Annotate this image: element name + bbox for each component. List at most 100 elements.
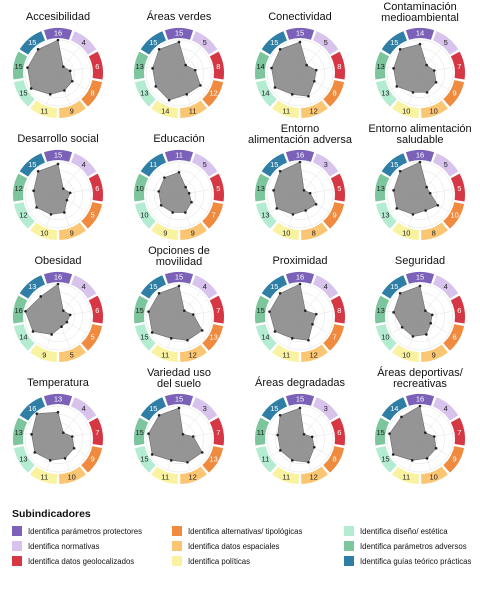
ring-segment-identifica-politicas	[392, 222, 419, 240]
data-point	[157, 414, 161, 417]
data-label: 16	[296, 273, 304, 282]
data-point	[150, 331, 154, 334]
data-point	[183, 309, 186, 312]
data-label: 6	[95, 62, 99, 71]
data-point	[290, 459, 294, 462]
data-point	[398, 170, 402, 173]
data-point	[187, 191, 191, 195]
ring-segment-identifica-parametros-adversos	[134, 51, 149, 80]
ring-segment-identifica-politicas	[272, 222, 299, 240]
ring-segment-identifica-alternativas-tipologicas	[202, 324, 224, 351]
data-point	[56, 282, 60, 286]
data-point	[278, 414, 282, 417]
legend-label: Identifica políticas	[188, 556, 250, 566]
data-label: 13	[54, 395, 62, 404]
data-label: 5	[457, 184, 461, 193]
ring-segment-identifica-normativas	[432, 153, 459, 177]
legend-label: Identifica diseño/ estética	[360, 526, 448, 536]
ring-segment-identifica-parametros-adversos	[13, 173, 28, 202]
data-point	[48, 459, 52, 462]
data-label: 11	[282, 472, 290, 481]
ring-segment-identifica-alternativas-tipologicas	[81, 202, 103, 229]
data-label: 13	[209, 333, 217, 342]
ring-segment-identifica-alternativas-tipologicas	[323, 324, 345, 351]
data-point	[72, 446, 76, 450]
ring-segment-identifica-diseno-estetica	[134, 80, 156, 107]
ring-segment-identifica-parametros-adversos	[375, 417, 390, 446]
ring-segment-identifica-datos-espaciales	[180, 222, 207, 240]
data-label: 8	[333, 455, 337, 464]
data-label: 5	[444, 38, 448, 47]
ring-segment-identifica-guias-teorico-practicas	[261, 275, 288, 299]
ring-segment-identifica-guias-teorico-practicas	[381, 153, 408, 177]
data-label: 15	[54, 151, 62, 160]
data-label: 5	[444, 160, 448, 169]
ring-segment-identifica-diseno-estetica	[255, 80, 277, 107]
data-label: 14	[261, 89, 269, 98]
ring-segment-identifica-parametros-protectores	[285, 149, 315, 162]
ring-segment-identifica-diseno-estetica	[13, 80, 35, 107]
ring-segment-identifica-alternativas-tipologicas	[323, 446, 345, 473]
legend-swatch	[172, 541, 182, 551]
ring-segment-identifica-parametros-protectores	[164, 393, 194, 406]
ring-segment-identifica-normativas	[70, 275, 97, 299]
data-label: 14	[261, 333, 269, 342]
ring-segment-identifica-guias-teorico-practicas	[140, 31, 167, 55]
data-point	[151, 67, 154, 70]
data-point	[200, 451, 204, 454]
legend-swatch	[172, 556, 182, 566]
ring-segment-identifica-parametros-adversos	[134, 173, 149, 202]
ring-segment-identifica-diseno-estetica	[255, 202, 277, 229]
ring-segment-identifica-guias-teorico-practicas	[19, 31, 46, 55]
chart-title: Áreas deportivas/recreativas	[377, 366, 464, 390]
data-point	[65, 198, 69, 202]
radar-chart-areas-degradadas: Áreas degradadas 15 3 6 8 12 11 11 11 15	[255, 376, 345, 484]
data-label: 15	[390, 38, 398, 47]
chart-title: Contaminación medioambiental	[381, 1, 459, 24]
ring-segment-identifica-datos-espaciales	[180, 100, 207, 118]
ring-segment-identifica-politicas	[151, 100, 178, 118]
ring-segment-identifica-normativas	[432, 275, 459, 299]
ring-segment-identifica-normativas	[432, 31, 459, 55]
legend-title: Subindicadores	[12, 508, 91, 520]
ring-segment-identifica-datos-espaciales	[59, 222, 86, 240]
ring-segment-identifica-guias-teorico-practicas	[261, 31, 288, 55]
radar-chart-contaminacion-medioambiental: Contaminación medioambiental 14 5 7 9 10 10 13 13…	[375, 1, 465, 118]
ring-segment-identifica-datos-geolocalizados	[450, 417, 465, 446]
ring-segment-identifica-politicas	[272, 344, 299, 362]
radar-chart-desarrollo-social: Desarrollo social 15 4 6 5 9 10 12 12 15	[13, 133, 103, 240]
legend-label: Identifica guías teórico prácticas	[360, 556, 472, 566]
data-point	[424, 431, 427, 434]
data-point	[184, 185, 187, 189]
ring-segment-identifica-parametros-protectores	[285, 271, 315, 284]
data-label: 16	[416, 151, 424, 160]
ring-segment-identifica-datos-geolocalizados	[209, 295, 224, 324]
radar-charts-grid: Accesibilidad 16 4 6 8 9 11 15 15 15 Áreas verdes 1…	[13, 1, 472, 484]
data-point	[39, 295, 43, 298]
data-label: 7	[212, 211, 216, 220]
data-point	[308, 191, 312, 195]
data-point	[400, 415, 403, 419]
data-point	[181, 432, 185, 436]
data-label: 13	[209, 455, 217, 464]
ring-segment-identifica-datos-espaciales	[421, 466, 448, 484]
data-point	[273, 86, 277, 89]
radar-area	[31, 411, 75, 461]
data-point	[36, 48, 40, 51]
data-point	[272, 189, 275, 192]
ring-segment-identifica-guias-teorico-practicas	[140, 275, 167, 299]
data-point	[177, 171, 181, 174]
data-label: 13	[376, 306, 384, 315]
radar-chart-areas-verdes: Áreas verdes 15 5 8 12 11 14 13 13 15	[134, 10, 224, 118]
ring-segment-identifica-datos-geolocalizados	[450, 295, 465, 324]
ring-segment-identifica-parametros-adversos	[375, 51, 390, 80]
data-point	[430, 313, 434, 317]
data-point	[186, 460, 189, 464]
legend-swatch	[344, 556, 354, 566]
legend-label: Identifica parámetros adversos	[360, 541, 467, 551]
ring-segment-identifica-datos-geolocalizados	[450, 173, 465, 202]
data-label: 9	[432, 350, 436, 359]
data-point	[36, 170, 40, 173]
radar-chart-seguridad: Seguridad 15 4 6 6 9 10 10 13 15	[375, 255, 465, 362]
data-label: 7	[457, 428, 461, 437]
